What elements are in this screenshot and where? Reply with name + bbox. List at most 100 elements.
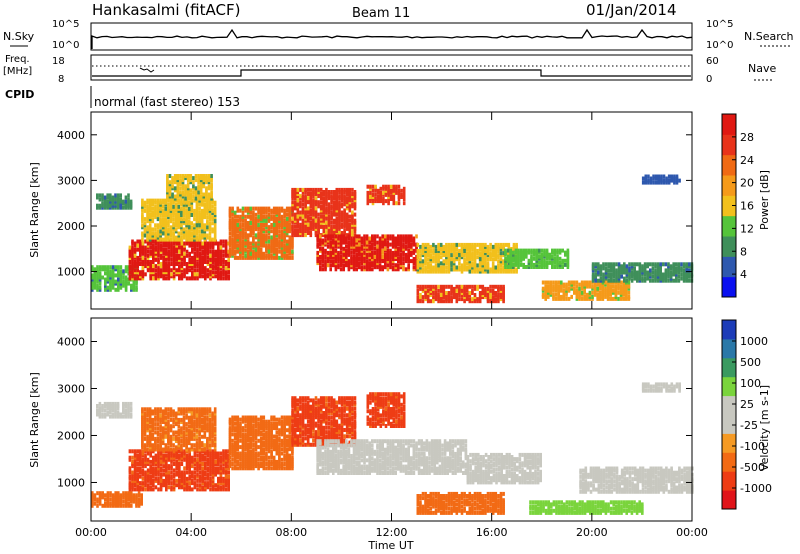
echo-cell	[249, 245, 253, 250]
echo-cell	[426, 299, 430, 304]
echo-cell	[588, 294, 592, 299]
echo-cell	[304, 229, 307, 233]
echo-cell	[664, 270, 668, 275]
echo-cell	[178, 457, 181, 462]
echo-cell	[183, 466, 186, 471]
echo-cell	[651, 266, 655, 271]
echo-cell	[654, 262, 657, 267]
echo-cell	[476, 269, 479, 274]
echo-cell	[275, 208, 279, 213]
echo-cell	[326, 250, 330, 255]
echo-cell	[460, 291, 464, 295]
echo-cell	[664, 278, 668, 283]
echo-cell	[386, 263, 390, 268]
echo-cell	[181, 190, 185, 195]
echo-cell	[178, 264, 181, 269]
echo-cell	[489, 242, 492, 247]
echo-cell	[285, 225, 289, 230]
echo-cell	[224, 243, 228, 248]
echo-cell	[272, 214, 276, 219]
echo-cell	[116, 401, 120, 406]
echo-cell	[280, 247, 284, 252]
echo-cell	[206, 215, 209, 220]
echo-cell	[497, 242, 500, 247]
echo-cell	[382, 186, 385, 191]
echo-cell	[560, 282, 563, 287]
echo-cell	[391, 267, 395, 272]
echo-cell	[306, 216, 310, 221]
echo-cell	[104, 271, 107, 276]
echo-cell	[101, 406, 104, 411]
echo-cell	[106, 401, 109, 406]
echo-cell	[304, 224, 307, 229]
echo-cell	[478, 269, 482, 274]
echo-cell	[241, 233, 245, 238]
echo-cell	[327, 202, 331, 207]
echo-cell	[139, 453, 142, 458]
echo-cell	[257, 243, 260, 248]
echo-cell	[259, 206, 263, 211]
echo-cell	[319, 246, 322, 251]
echo-cell	[146, 476, 150, 481]
echo-cell	[494, 297, 498, 302]
echo-cell	[535, 256, 538, 261]
echo-cell	[460, 255, 464, 260]
echo-cell	[452, 257, 456, 262]
echo-cell	[358, 246, 361, 251]
echo-cell	[365, 252, 369, 257]
echo-cell	[259, 239, 263, 244]
echo-cell	[330, 198, 333, 203]
echo-cell	[151, 198, 155, 203]
echo-cell	[183, 478, 186, 483]
echo-cell	[384, 259, 387, 264]
echo-cell	[327, 216, 331, 221]
echo-cell	[424, 265, 427, 270]
echo-cell	[452, 295, 456, 300]
echo-cell	[141, 472, 145, 477]
echo-cell	[392, 201, 396, 206]
echo-cell	[114, 412, 117, 417]
echo-cell	[167, 457, 171, 462]
echo-cell	[278, 208, 281, 213]
echo-cell	[233, 221, 237, 225]
echo-cell	[191, 270, 194, 275]
echo-cell	[146, 225, 149, 230]
echo-cell	[207, 176, 211, 181]
echo-cell	[651, 270, 655, 275]
echo-cell	[228, 218, 232, 223]
echo-cell	[610, 272, 613, 277]
echo-cell	[265, 229, 268, 234]
echo-cell	[340, 202, 344, 207]
echo-cell	[575, 284, 579, 289]
echo-cell	[369, 195, 372, 199]
echo-cell	[165, 255, 168, 260]
echo-cell	[228, 251, 232, 256]
echo-cell	[159, 468, 163, 473]
echo-cell	[476, 263, 479, 268]
echo-cell	[206, 235, 209, 240]
echo-cell	[151, 206, 155, 211]
echo-cell	[358, 261, 361, 266]
echo-cell	[607, 278, 610, 283]
echo-cell	[604, 270, 608, 275]
echo-cell	[254, 255, 258, 260]
echo-cell	[291, 202, 294, 207]
echo-cell	[143, 217, 147, 222]
echo-cell	[190, 213, 194, 217]
echo-cell	[601, 290, 605, 295]
echo-cell	[439, 261, 443, 266]
echo-cell	[182, 217, 186, 222]
echo-cell	[198, 243, 202, 248]
echo-cell	[532, 265, 536, 269]
echo-cell	[447, 265, 451, 270]
echo-cell	[319, 220, 323, 225]
echo-cell	[330, 210, 333, 215]
echo-cell	[334, 236, 338, 241]
echo-cell	[646, 274, 649, 279]
echo-cell	[494, 242, 498, 247]
echo-cell	[156, 235, 160, 240]
echo-cell	[478, 299, 482, 304]
echo-cell	[339, 255, 343, 259]
freq-tick-high: 18	[52, 56, 65, 67]
echo-cell	[625, 290, 628, 295]
